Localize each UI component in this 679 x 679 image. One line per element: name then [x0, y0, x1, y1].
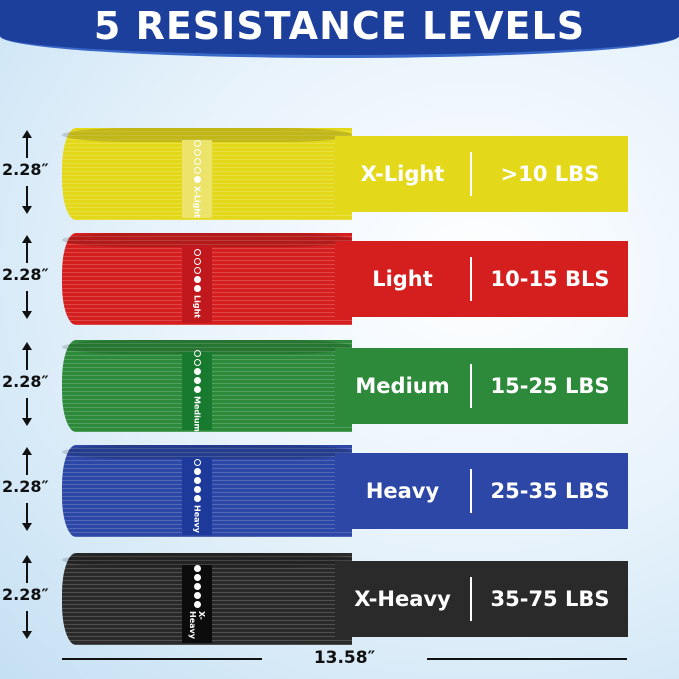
- tag-label: Medium: [192, 396, 202, 432]
- level-dots: [193, 249, 201, 293]
- divider: [470, 364, 472, 408]
- resistance-value: 35-75 LBS: [490, 587, 610, 611]
- tag-label: Heavy: [192, 505, 202, 533]
- left-arrow-icon: [62, 658, 262, 660]
- tag-label: Light: [192, 295, 202, 319]
- down-arrow-icon: [22, 398, 32, 426]
- level-dot: [193, 574, 201, 581]
- band-row-x-heavy: 2.28″ X-Heavy X-Heavy 35-75 LBS: [0, 553, 679, 645]
- divider: [470, 469, 472, 513]
- level-dot: [193, 258, 201, 266]
- header-banner: [0, 0, 679, 58]
- level-dot: [193, 285, 201, 293]
- width-dimension: 13.58″: [62, 648, 627, 670]
- height-label: 2.28″: [2, 477, 49, 496]
- up-arrow-icon: [22, 130, 32, 158]
- band-row-medium: 2.28″ Medium Medium 15-25 LBS: [0, 340, 679, 432]
- down-arrow-icon: [22, 503, 32, 531]
- down-arrow-icon: [22, 186, 32, 214]
- tag-label: X-Heavy: [188, 611, 206, 639]
- level-name: Heavy: [365, 479, 440, 503]
- level-dot: [193, 140, 201, 148]
- tag-label: X-Light: [192, 186, 202, 218]
- resistance-value: 25-35 LBS: [490, 479, 610, 503]
- band-tag: X-Heavy: [182, 565, 212, 643]
- level-name: Medium: [355, 374, 450, 398]
- band-image: Medium: [62, 340, 352, 432]
- level-panel: X-Heavy 35-75 LBS: [335, 561, 628, 637]
- band-row-x-light: 2.28″ X-Light X-Light >10 LBS: [0, 128, 679, 220]
- band-rim: [62, 553, 352, 567]
- height-label: 2.28″: [2, 265, 49, 284]
- level-dot: [193, 368, 201, 376]
- up-arrow-icon: [22, 342, 32, 370]
- level-name: X-Heavy: [354, 587, 451, 611]
- level-dot: [193, 359, 201, 367]
- band-tag: Heavy: [182, 457, 212, 535]
- band-row-light: 2.28″ Light Light 10-15 BLS: [0, 233, 679, 325]
- right-arrow-icon: [427, 658, 627, 660]
- level-dot: [193, 276, 201, 284]
- level-panel: Medium 15-25 LBS: [335, 348, 628, 424]
- level-dot: [193, 377, 201, 385]
- down-arrow-icon: [22, 611, 32, 639]
- divider: [470, 577, 472, 621]
- level-dots: [193, 565, 201, 608]
- resistance-value: 15-25 LBS: [490, 374, 610, 398]
- level-dot: [193, 486, 201, 494]
- level-dot: [193, 158, 201, 166]
- band-tag: Light: [182, 245, 212, 323]
- level-dot: [193, 167, 201, 175]
- level-dot: [193, 565, 201, 572]
- band-image: Heavy: [62, 445, 352, 537]
- level-panel: Light 10-15 BLS: [335, 241, 628, 317]
- down-arrow-icon: [22, 291, 32, 319]
- band-image: X-Heavy: [62, 553, 352, 645]
- level-dot: [193, 495, 201, 503]
- level-name: Light: [372, 267, 433, 291]
- band-rim: [62, 445, 352, 459]
- band-image: X-Light: [62, 128, 352, 220]
- level-dot: [193, 477, 201, 485]
- height-label: 2.28″: [2, 160, 49, 179]
- level-dot: [193, 601, 201, 608]
- up-arrow-icon: [22, 555, 32, 583]
- height-label: 2.28″: [2, 585, 49, 604]
- level-dot: [193, 583, 201, 590]
- band-image: Light: [62, 233, 352, 325]
- level-dot: [193, 350, 201, 358]
- height-label: 2.28″: [2, 372, 49, 391]
- level-panel: Heavy 25-35 LBS: [335, 453, 628, 529]
- level-dots: [193, 140, 201, 184]
- level-dot: [193, 176, 201, 184]
- page-title: 5 RESISTANCE LEVELS: [93, 4, 586, 48]
- level-dot: [193, 149, 201, 157]
- band-row-heavy: 2.28″ Heavy Heavy 25-35 LBS: [0, 445, 679, 537]
- level-dot: [193, 468, 201, 476]
- level-dot: [193, 592, 201, 599]
- level-name: X-Light: [360, 162, 445, 186]
- level-panel: X-Light >10 LBS: [335, 136, 628, 212]
- width-label: 13.58″: [313, 648, 376, 668]
- up-arrow-icon: [22, 235, 32, 263]
- level-dot: [193, 459, 201, 467]
- band-rim: [62, 128, 352, 142]
- level-dot: [193, 267, 201, 275]
- level-dots: [193, 350, 201, 394]
- resistance-value: >10 LBS: [500, 162, 600, 186]
- divider: [470, 257, 472, 301]
- level-dot: [193, 249, 201, 257]
- resistance-value: 10-15 BLS: [490, 267, 610, 291]
- divider: [470, 152, 472, 196]
- band-rim: [62, 233, 352, 247]
- level-dots: [193, 459, 201, 503]
- band-rim: [62, 340, 352, 354]
- band-tag: X-Light: [182, 140, 212, 218]
- level-dot: [193, 386, 201, 394]
- up-arrow-icon: [22, 447, 32, 475]
- band-tag: Medium: [182, 350, 212, 432]
